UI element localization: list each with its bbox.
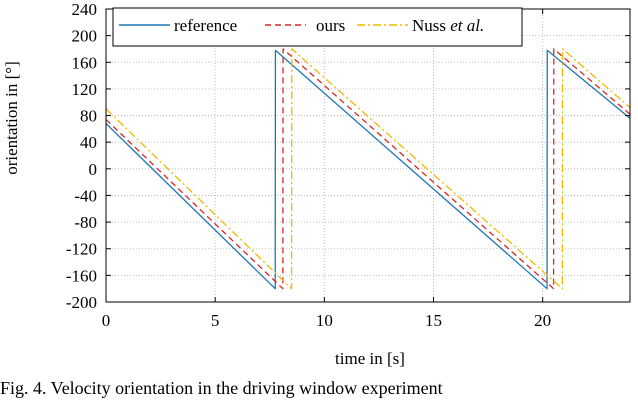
y-tick-label: -80 [74, 213, 97, 232]
y-tick-label: 240 [72, 0, 98, 19]
legend-box [112, 7, 523, 47]
x-tick-label: 5 [211, 311, 220, 330]
y-tick-label: 40 [80, 133, 97, 152]
y-tick-label: -200 [66, 293, 97, 312]
series-lines [105, 48, 631, 290]
series-line-ours [105, 48, 631, 290]
x-tick-label: 20 [534, 311, 551, 330]
figure-caption: Fig. 4. Velocity orientation in the driv… [0, 378, 443, 398]
series-line-nuss-et-al [105, 48, 631, 290]
legend-label-nuss-italic: et al. [450, 16, 484, 35]
y-tick-label: 80 [80, 107, 97, 126]
legend-label-nuss-main: Nuss [412, 16, 450, 35]
y-tick-label: 160 [72, 53, 98, 72]
y-tick-label: -120 [66, 240, 97, 259]
y-tick-label: 200 [72, 27, 98, 46]
y-tick-label: -160 [66, 266, 97, 285]
axis-ticks: 0 5 10 15 20 -200 -160 -120 -80 -40 0 40 80 120 160 200… [66, 0, 630, 330]
legend: reference ours Nuss et al. [112, 7, 523, 47]
x-tick-label: 15 [425, 311, 442, 330]
x-tick-label: 0 [102, 311, 111, 330]
y-tick-label: 120 [72, 80, 98, 99]
x-axis-label: time in [s] [335, 349, 405, 368]
y-tick-label: -40 [74, 186, 97, 205]
legend-label-ours: ours [316, 16, 345, 35]
x-tick-label: 10 [316, 311, 333, 330]
y-tick-label: 0 [89, 160, 98, 179]
legend-label-reference: reference [174, 16, 237, 35]
series-line-reference [105, 49, 631, 290]
y-axis-label: orientation in [°] [2, 61, 21, 175]
legend-label-nuss: Nuss et al. [412, 16, 484, 35]
